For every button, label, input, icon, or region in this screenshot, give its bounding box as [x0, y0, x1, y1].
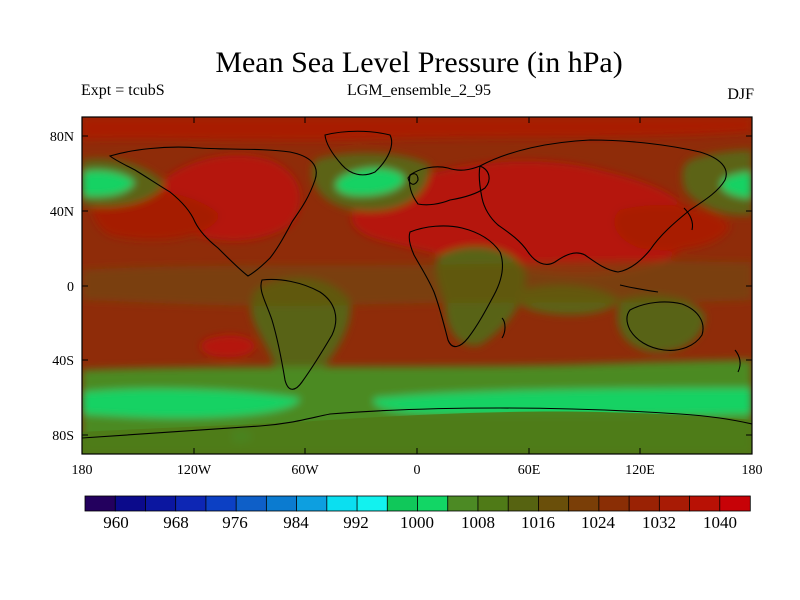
- coast-new-zealand: [734, 349, 741, 373]
- colorbar-swatch: [84, 495, 116, 512]
- colorbar-swatch: [114, 495, 147, 512]
- lat-tick-label: 40S: [52, 354, 74, 369]
- coast-antarctica: [82, 407, 752, 439]
- low-pressure-aleutian-east: [721, 172, 752, 198]
- colorbar-swatch: [447, 495, 479, 512]
- experiment-label: Expt = tcubS: [81, 82, 165, 99]
- high-pressure-south-pacific: [200, 335, 255, 358]
- coast-asia: [478, 139, 727, 273]
- colorbar-swatch: [235, 495, 268, 512]
- longitude-axis: 180 120W 60W 0 60E 120E 180: [72, 117, 763, 478]
- latitude-axis: 80N 40N 0 40S 80S: [50, 130, 752, 444]
- colorbar-label: 984: [283, 513, 309, 532]
- colorbar-label: 1000: [400, 513, 434, 532]
- lon-tick-label: 60W: [291, 463, 319, 478]
- lon-tick-label: 120E: [625, 463, 655, 478]
- coast-europe: [408, 165, 490, 206]
- colorbar-swatch: [568, 495, 600, 512]
- lat-tick-label: 80S: [52, 429, 74, 444]
- low-pressure-aleutian-west: [82, 170, 135, 197]
- colorbar-label: 1008: [461, 513, 495, 532]
- colorbar-swatch: [477, 495, 509, 512]
- low-pressure-southern-ocean-east: [373, 388, 752, 417]
- olive-australia: [617, 295, 705, 353]
- lon-tick-label: 60E: [518, 463, 541, 478]
- low-pressure-icelandic: [335, 168, 405, 196]
- olive-tropical-band: [82, 261, 752, 306]
- antarctic-plateau: [82, 411, 752, 454]
- colorbar-label: 1040: [703, 513, 737, 532]
- colorbar-swatch: [507, 495, 540, 512]
- colorbar-swatch: [719, 495, 751, 512]
- colorbar-label: 1016: [521, 513, 555, 532]
- map-title: Mean Sea Level Pressure (in hPa): [215, 46, 623, 79]
- colorbar-swatch: [265, 495, 298, 512]
- colorbar-swatch: [598, 495, 630, 512]
- run-label: LGM_ensemble_2_95: [347, 82, 491, 99]
- pressure-field: [82, 117, 752, 454]
- colorbar: [84, 495, 751, 512]
- colorbar-swatch: [689, 495, 721, 512]
- colorbar-swatch: [538, 495, 570, 512]
- colorbar-swatch: [356, 495, 388, 512]
- coast-north-america: [108, 146, 317, 277]
- lon-tick-label: 180: [72, 463, 93, 478]
- colorbar-swatch: [296, 495, 328, 512]
- coast-australia: [626, 301, 704, 351]
- colorbar-swatch: [628, 495, 661, 512]
- lon-tick-label: 0: [414, 463, 421, 478]
- colorbar-swatch: [417, 495, 449, 512]
- high-pressure-eurasia: [351, 161, 692, 275]
- high-pressure-arctic: [82, 117, 752, 141]
- colorbar-label: 992: [343, 513, 369, 532]
- coast-japan: [683, 207, 694, 231]
- lat-tick-label: 0: [67, 280, 74, 295]
- lon-tick-label: 180: [742, 463, 763, 478]
- colorbar-swatch: [175, 495, 207, 512]
- lon-tick-label: 120W: [177, 463, 212, 478]
- season-label: DJF: [727, 86, 754, 103]
- colorbar-swatch: [386, 495, 419, 512]
- colorbar-label: 976: [222, 513, 248, 532]
- olive-north-pacific-east: [682, 150, 752, 216]
- coast-africa: [408, 225, 503, 348]
- coast-madagascar: [501, 317, 506, 339]
- coast-greenland: [324, 130, 393, 176]
- coast-south-america: [260, 278, 337, 390]
- lat-tick-label: 40N: [50, 205, 74, 220]
- colorbar-swatch: [326, 495, 358, 512]
- colorbar-label: 1024: [581, 513, 616, 532]
- high-pressure-west-pacific: [614, 205, 730, 251]
- colorbar-label: 1032: [642, 513, 676, 532]
- colorbar-swatch: [145, 495, 177, 512]
- colorbar-label: 960: [103, 513, 129, 532]
- colorbar-label: 968: [163, 513, 189, 532]
- colorbar-swatch: [205, 495, 237, 512]
- colorbar-labels: 960 968 976 984 992 1000 1008 1016 1024 …: [103, 513, 737, 532]
- colorbar-swatch: [658, 495, 691, 512]
- low-pressure-southern-ocean: [82, 388, 300, 418]
- coast-indonesia: [619, 284, 659, 293]
- coastlines: [82, 130, 752, 439]
- lat-tick-label: 80N: [50, 130, 74, 145]
- coast-uk: [407, 173, 419, 185]
